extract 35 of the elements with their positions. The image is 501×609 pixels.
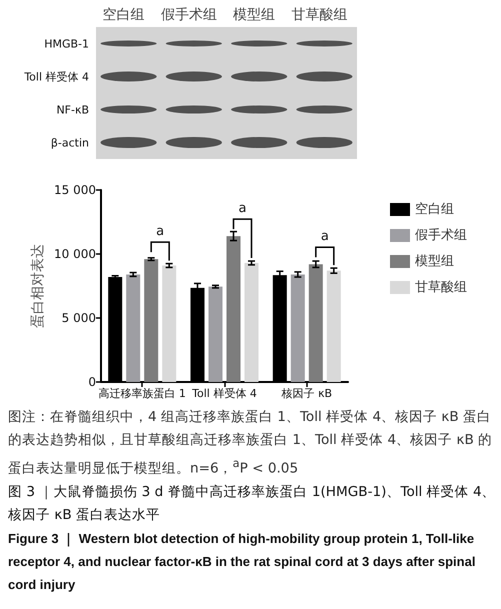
category-label: 模型组	[233, 6, 276, 24]
text: 图 3 ｜大鼠脊髓损伤 3 d 脊髓中高迁移率族蛋白 1(HMGB-1)、Toll 样受体 4、核因子 κB 蛋白表达水平	[8, 482, 496, 525]
x-tick-label: 核因子 κB	[280, 387, 332, 400]
text: 图注：在脊髓组织中，4 组高迁移率族蛋白 1、Toll 样受体 4、核因子 κB 蛋白的表达趋势相似，且甘草酸组高迁移率族蛋白 1、Toll 样受体 4、核因子 κB 的蛋白表达量明显低于模型组。n=6，$^{a}$P < 0.05	[8, 408, 494, 479]
category-label: 假手术组	[160, 6, 217, 24]
legend-label: 假手术组	[415, 228, 467, 243]
y-tick-label: 5 000	[62, 311, 96, 325]
category-label: β-actin	[50, 136, 89, 149]
annotation: a	[238, 201, 246, 216]
bar	[162, 266, 176, 382]
category-label: NF-κB	[56, 103, 89, 116]
text: Figure 3 ｜ Western blot detection of high-mobility group protein 1, Toll-like receptor 4, and nuclear factor-κB in the rat spinal cord at 3 days after spinal cord injury	[8, 530, 476, 594]
bar	[244, 262, 258, 382]
category-label: 空白组	[102, 6, 145, 24]
bar	[226, 236, 240, 382]
legend-label: 模型组	[415, 254, 454, 269]
bar	[326, 270, 341, 382]
x-tick-label: Toll 样受体 4	[191, 387, 257, 400]
legend-label: 空白组	[415, 202, 454, 217]
y-axis-title: 蛋白相对表达	[30, 244, 46, 328]
bar	[208, 286, 222, 382]
category-label: Toll 样受体 4	[24, 70, 89, 83]
bar	[308, 264, 323, 382]
annotation: a	[320, 229, 329, 244]
bar	[290, 274, 305, 382]
bar	[144, 259, 158, 382]
bar	[126, 274, 140, 382]
x-tick-label: 高迁移率族蛋白 1	[98, 387, 186, 400]
y-tick-label: 15 000	[54, 183, 96, 197]
y-tick-label: 0	[88, 375, 96, 389]
y-tick-label: 10 000	[54, 247, 96, 261]
category-label: HMGB-1	[44, 37, 89, 50]
annotation: a	[156, 224, 164, 240]
legend-label: 甘草酸组	[415, 280, 467, 295]
category-label: 甘草酸组	[291, 6, 348, 24]
